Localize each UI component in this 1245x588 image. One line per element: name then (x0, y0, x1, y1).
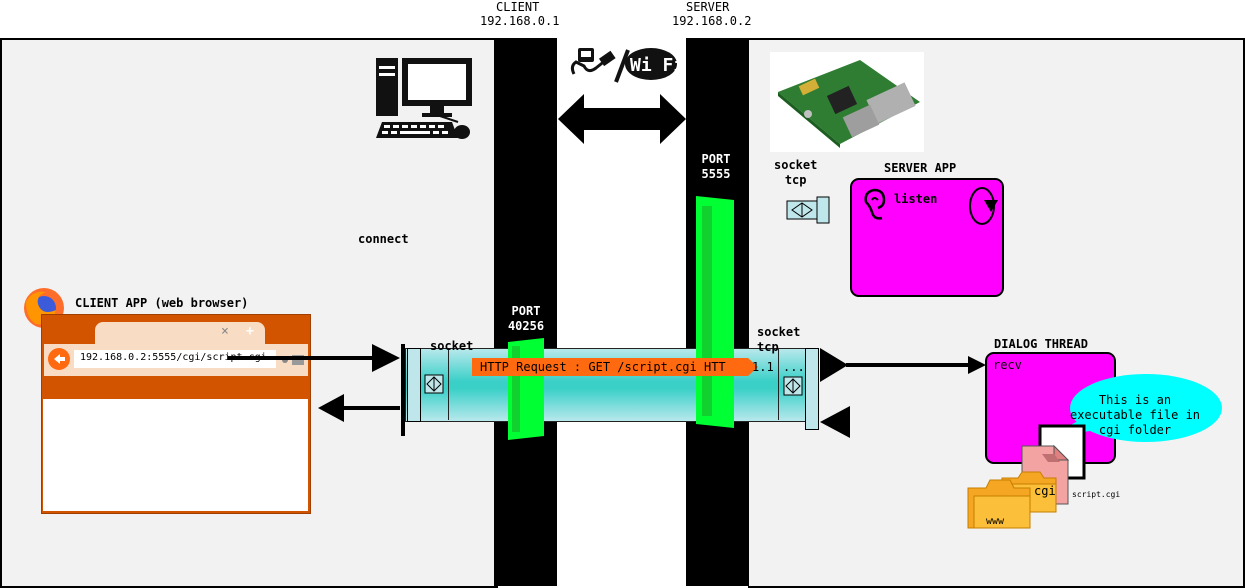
cgi-folder-label: cgi (1034, 484, 1056, 498)
client-port-word: PORT (511, 304, 541, 318)
ethernet-icon (570, 48, 630, 83)
dialog-arrow-head-out (820, 348, 848, 382)
browser-content (43, 399, 308, 511)
network-double-arrow (558, 94, 686, 144)
pipe-divider-right (778, 348, 779, 420)
request-arrow-head (372, 344, 400, 372)
dialog-socket-proto: tcp (757, 340, 779, 354)
new-tab-icon[interactable]: + (246, 324, 254, 339)
client-socket-bar (401, 344, 405, 436)
server-app-box: listen (850, 178, 1004, 297)
dialog-socket-word: socket (757, 325, 801, 339)
http-request-banner: HTTP Request : GET /script.cgi HTT (472, 358, 748, 376)
server-dialog-socket-label: socket tcp (757, 325, 800, 355)
loop-icon (969, 187, 998, 225)
www-folder-label: www (986, 516, 1005, 527)
ear-icon (864, 188, 886, 220)
wifi-icon: Wi Fi (625, 48, 680, 80)
server-title: SERVER (686, 0, 730, 14)
listen-label: listen (894, 192, 938, 206)
listen-socket-word: socket (774, 158, 818, 172)
server-socket-plug (805, 348, 819, 430)
client-interface-bar (494, 38, 557, 586)
server-listen-socket-label: socket tcp (774, 158, 817, 188)
raspberry-pi-board-image (770, 52, 924, 152)
url-text: 192.168.0.2:5555/cgi/script.cgi (80, 352, 267, 363)
reply-arrow-head (820, 406, 850, 438)
client-socket-plug (407, 348, 421, 422)
connect-label: connect (358, 232, 409, 246)
browser-toolbar: 192.168.0.2:5555/cgi/script.cgi (44, 344, 308, 376)
browser-tab[interactable] (95, 322, 265, 344)
pipe-ellipsis: ... (783, 360, 805, 374)
client-app-label: CLIENT APP (web browser) (75, 296, 249, 310)
client-ip: 192.168.0.1 (480, 14, 560, 28)
server-ip: 192.168.0.2 (672, 14, 752, 28)
server-app-label: SERVER APP (884, 161, 957, 175)
tab-close-icon[interactable]: × (221, 324, 229, 339)
http-request-arrow-head (748, 358, 758, 376)
client-title: CLIENT (496, 0, 540, 14)
server-port-word: PORT (701, 152, 731, 166)
client-socket-icon (424, 374, 444, 394)
response-arrow-head (318, 394, 344, 422)
client-port-number: 40256 (507, 319, 545, 333)
server-listen-socket-icon (786, 196, 830, 224)
computer-icon (376, 58, 472, 139)
pipe-divider-left (448, 348, 449, 420)
browser-window: × + 192.168.0.2:5555/cgi/script.cgi (41, 314, 311, 514)
script-file-name: script.cgi (1072, 490, 1121, 499)
server-port-number: 5555 (701, 167, 731, 181)
server-port-label: PORT 5555 (690, 152, 742, 182)
back-arrow-icon (54, 354, 65, 364)
client-port-label: PORT 40256 (500, 304, 552, 334)
bubble-text: This is an executable file in cgi folder (1069, 393, 1201, 437)
server-dialog-socket-icon (783, 376, 803, 396)
http-request-tail: 1.1 (752, 360, 774, 374)
recv-label: recv (993, 358, 1022, 372)
recv-arrow-head (968, 356, 986, 374)
www-folder-icon (967, 479, 1031, 529)
client-socket-label: socket (430, 339, 474, 353)
dialog-thread-label: DIALOG THREAD (994, 337, 1088, 351)
http-request-text: HTTP Request : GET /script.cgi HTT (480, 360, 726, 374)
back-button[interactable] (48, 348, 70, 370)
wifi-text: Wi Fi (630, 55, 680, 76)
listen-socket-proto: tcp (784, 173, 807, 187)
url-field[interactable]: 192.168.0.2:5555/cgi/script.cgi (74, 350, 276, 368)
